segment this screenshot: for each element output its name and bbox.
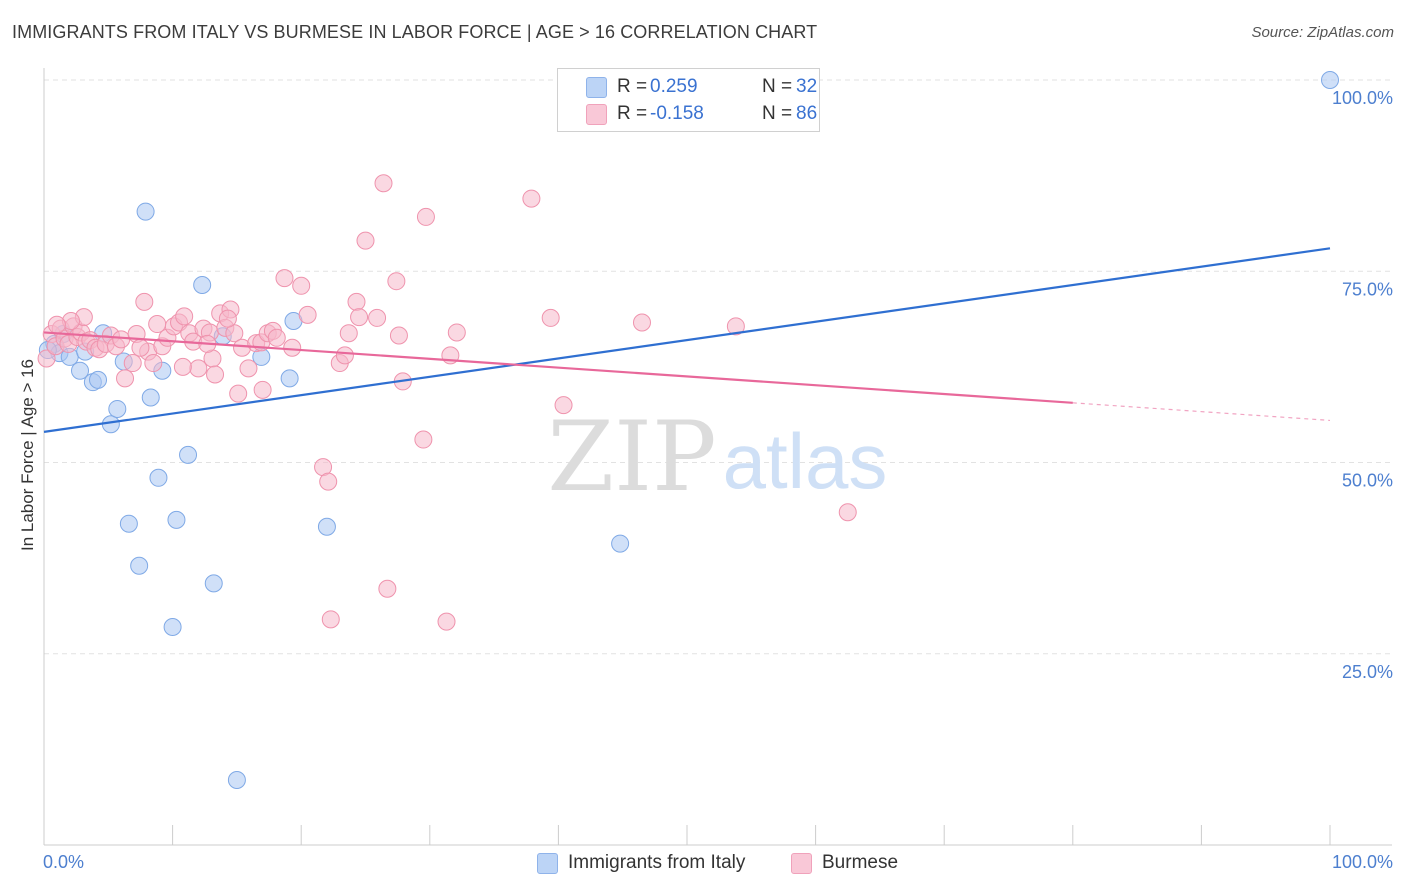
watermark-zip: ZIP (547, 401, 716, 513)
point-italy-19 (167, 510, 186, 529)
point-italy-16 (149, 468, 168, 487)
point-italy-24 (227, 770, 246, 789)
chart-title: IMMIGRANTS FROM ITALY VS BURMESE IN LABO… (12, 22, 818, 42)
point-burmese-49 (283, 338, 302, 357)
point-burmese-84 (173, 357, 192, 376)
point-burmese-54 (321, 610, 340, 629)
point-burmese-28 (175, 307, 194, 326)
legend-r-value-burmese: -0.158 (650, 103, 704, 124)
legend-swatch-burmese (586, 104, 607, 125)
y-tick-labels: 25.0% 50.0% 75.0% 100.0% (1332, 88, 1393, 682)
point-burmese-20 (135, 292, 154, 311)
point-burmese-68 (416, 207, 435, 226)
point-italy-29 (611, 534, 630, 553)
bottom-legend-label-burmese: Burmese (822, 852, 899, 873)
point-burmese-47 (267, 328, 286, 347)
point-burmese-65 (389, 326, 408, 345)
point-burmese-63 (378, 579, 397, 598)
point-burmese-74 (554, 396, 573, 415)
point-burmese-75 (632, 313, 651, 332)
point-burmese-67 (414, 430, 433, 449)
x-tick-max: 100.0% (1331, 852, 1393, 872)
point-burmese-83 (47, 315, 66, 334)
point-burmese-22 (144, 354, 163, 373)
trend-lines (43, 247, 1331, 433)
watermark: ZIP atlas (547, 401, 887, 513)
point-italy-21 (193, 276, 212, 295)
point-burmese-16 (112, 330, 131, 349)
legend-n-value-burmese: 86 (796, 103, 818, 124)
point-burmese-57 (339, 324, 358, 343)
watermark-atlas: atlas (723, 417, 888, 505)
point-burmese-77 (838, 503, 857, 522)
point-burmese-58 (347, 292, 366, 311)
legend-r-value-italy: 0.259 (650, 76, 698, 97)
legend-r-label-burmese: R = (617, 103, 648, 124)
point-italy-13 (130, 556, 149, 575)
point-burmese-85 (218, 309, 237, 328)
point-burmese-76 (726, 317, 745, 336)
point-italy-12 (119, 514, 138, 533)
point-burmese-69 (437, 612, 456, 631)
point-burmese-40 (229, 384, 248, 403)
point-burmese-80 (131, 338, 150, 357)
legend-n-label-burmese: N = (762, 103, 793, 124)
point-burmese-48 (275, 269, 294, 288)
point-italy-22 (204, 574, 223, 593)
point-burmese-64 (387, 272, 406, 291)
y-axis-label: In Labor Force | Age > 16 (18, 358, 37, 552)
point-italy-15 (141, 388, 160, 407)
point-burmese-18 (123, 354, 142, 373)
bottom-legend-label-italy: Immigrants from Italy (568, 852, 746, 873)
point-italy-7 (89, 370, 108, 389)
point-burmese-71 (447, 323, 466, 342)
trend-line-italy (43, 247, 1331, 433)
point-italy-18 (163, 617, 182, 636)
legend-n-label-italy: N = (762, 76, 793, 97)
point-burmese-60 (356, 231, 375, 250)
point-italy-30 (1321, 71, 1339, 89)
point-burmese-0 (37, 349, 56, 368)
point-italy-28 (317, 517, 336, 536)
point-burmese-82 (253, 380, 272, 399)
legend-r-label-italy: R = (617, 76, 648, 97)
axes (43, 68, 1392, 846)
bottom-legend-swatch-italy (537, 853, 558, 874)
stats-legend: R = 0.259 N = 32 R = -0.158 N = 86 (557, 68, 820, 132)
point-burmese-50 (292, 276, 311, 295)
point-burmese-61 (368, 308, 387, 327)
x-tick-min: 0.0% (43, 852, 85, 872)
bottom-legend-swatch-burmese (791, 853, 812, 874)
point-italy-26 (280, 369, 299, 388)
point-burmese-56 (335, 346, 354, 365)
point-burmese-31 (189, 359, 208, 378)
point-italy-10 (108, 399, 127, 418)
point-burmese-59 (350, 308, 369, 327)
y-tick-label-50: 50.0% (1342, 471, 1393, 491)
point-burmese-73 (541, 308, 560, 327)
point-italy-14 (136, 202, 155, 221)
source-label: Source: ZipAtlas.com (1251, 24, 1394, 41)
point-italy-4 (71, 361, 90, 380)
point-burmese-17 (116, 369, 135, 388)
point-burmese-42 (239, 359, 258, 378)
trend-line-burmese-extension (1072, 402, 1331, 422)
legend-n-value-italy: 32 (796, 76, 818, 97)
point-italy-20 (179, 445, 198, 464)
y-tick-label-100: 100.0% (1332, 88, 1393, 108)
point-burmese-53 (319, 472, 338, 491)
y-tick-label-75: 75.0% (1342, 279, 1393, 299)
legend-swatch-italy (586, 77, 607, 98)
point-burmese-35 (206, 365, 225, 384)
point-burmese-51 (298, 305, 317, 324)
trend-line-burmese (43, 331, 1073, 404)
point-burmese-72 (522, 189, 541, 208)
point-burmese-62 (374, 174, 393, 193)
y-tick-label-25: 25.0% (1342, 662, 1393, 682)
